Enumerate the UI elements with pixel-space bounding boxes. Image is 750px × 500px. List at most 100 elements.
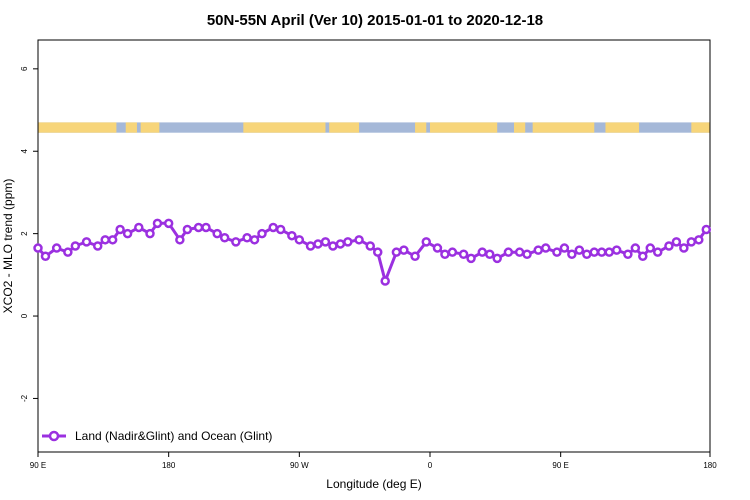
x-tick-label: 90 E	[30, 461, 46, 470]
land-segment	[430, 122, 498, 133]
data-point	[652, 247, 663, 257]
data-point	[268, 222, 278, 233]
data-point	[257, 228, 267, 239]
x-tick-label: 90 W	[290, 461, 309, 470]
data-point	[596, 247, 607, 257]
data-point	[182, 224, 193, 235]
data-point	[193, 222, 204, 233]
x-tick-label: 0	[428, 461, 433, 470]
data-point	[421, 237, 432, 247]
data-point	[134, 222, 144, 233]
data-point	[466, 253, 476, 264]
x-tick-label: 180	[162, 461, 176, 470]
data-point	[522, 249, 532, 259]
series-layer	[33, 218, 712, 286]
data-point	[145, 228, 155, 239]
data-point	[163, 218, 174, 229]
data-point	[201, 222, 211, 233]
data-point	[447, 247, 458, 257]
data-point	[410, 251, 420, 262]
data-point	[540, 243, 551, 253]
data-point	[81, 237, 92, 247]
data-point	[694, 235, 704, 245]
data-point	[372, 247, 383, 257]
data-point	[671, 237, 682, 247]
land-segment	[514, 122, 526, 133]
data-point	[686, 237, 697, 247]
y-axis: -2 0 2 4 6	[20, 66, 38, 402]
data-point	[100, 235, 110, 245]
y-tick-label: 6	[20, 66, 29, 71]
y-axis-title: XCO2 - MLO trend (ppm)	[1, 179, 15, 314]
data-point	[70, 241, 81, 251]
data-point	[399, 245, 409, 255]
land-segment	[329, 122, 360, 133]
data-point	[503, 247, 514, 257]
land-segment	[415, 122, 427, 133]
data-point	[380, 276, 390, 286]
data-point	[335, 239, 346, 249]
legend-marker-swatch	[48, 430, 60, 442]
data-point	[249, 235, 260, 245]
x-tick-label: 90 E	[552, 461, 568, 470]
data-point	[40, 251, 51, 262]
data-point	[679, 243, 689, 253]
ocean-band	[38, 122, 710, 133]
land-segment	[243, 122, 326, 133]
data-point	[552, 247, 562, 257]
data-point	[275, 224, 286, 235]
legend-label: Land (Nadir&Glint) and Ocean (Glint)	[75, 429, 272, 443]
y-tick-label: 0	[20, 313, 29, 318]
data-point	[664, 241, 674, 251]
y-tick-label: -2	[20, 394, 29, 402]
data-point	[219, 233, 230, 243]
data-point	[492, 253, 502, 264]
y-tick-label: 4	[20, 148, 29, 153]
data-point	[107, 235, 118, 245]
data-point	[33, 243, 43, 253]
data-point	[152, 218, 163, 229]
data-point	[320, 237, 331, 247]
data-point	[432, 243, 443, 253]
data-point	[212, 228, 222, 239]
data-point	[231, 237, 241, 247]
data-point	[343, 237, 353, 247]
land-segment	[532, 122, 595, 133]
x-axis-title: Longitude (deg E)	[326, 477, 421, 491]
data-point	[175, 235, 185, 245]
land-segment	[38, 122, 117, 133]
x-tick-label: 180	[703, 461, 717, 470]
land-ocean-strip	[38, 122, 710, 133]
data-point	[328, 241, 338, 251]
data-point	[533, 245, 544, 255]
land-segment	[605, 122, 640, 133]
data-point	[354, 235, 364, 245]
data-point	[630, 243, 641, 253]
data-point	[582, 249, 592, 259]
data-point	[63, 247, 73, 257]
chart-title: 50N-55N April (Ver 10) 2015-01-01 to 202…	[207, 12, 543, 29]
land-segment	[125, 122, 137, 133]
data-point	[294, 235, 305, 245]
land-segment	[140, 122, 160, 133]
data-point	[287, 230, 297, 241]
data-point	[611, 245, 622, 255]
data-point	[313, 239, 323, 249]
data-point	[242, 233, 252, 243]
data-point	[574, 245, 585, 255]
y-tick-label: 2	[20, 231, 29, 236]
data-point	[92, 241, 103, 251]
data-point	[567, 249, 577, 259]
data-point	[514, 247, 525, 257]
data-point	[484, 249, 495, 259]
land-segment	[691, 122, 710, 133]
data-point	[391, 247, 402, 257]
data-point	[51, 243, 62, 253]
data-point	[559, 243, 570, 253]
data-point	[115, 224, 125, 235]
data-point	[122, 228, 133, 239]
data-point	[440, 249, 450, 259]
data-point	[623, 249, 633, 259]
data-point	[477, 247, 488, 257]
